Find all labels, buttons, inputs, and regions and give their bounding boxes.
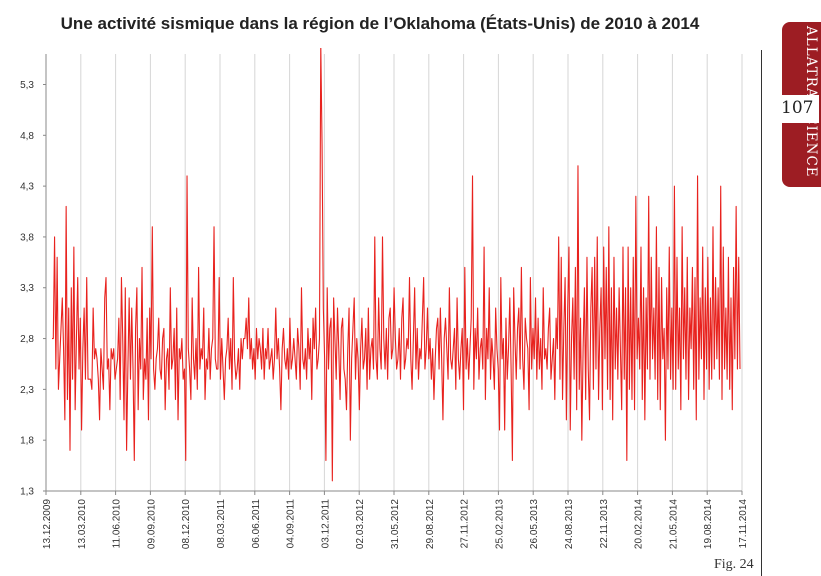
y-tick-label: 2,3 [20,385,34,396]
x-tick-label: 13.03.2010 [77,499,88,549]
y-tick-label: 3,8 [20,232,34,243]
x-tick-label: 08.12.2010 [181,499,192,549]
x-tick-label: 19.08.2014 [703,499,714,549]
x-tick-label: 29.08.2012 [425,499,436,549]
chart-area: 1,3 1,8 2,3 2,8 3,3 3,8 4,3 4,8 5,3 13.12.2009 13… [0,48,760,576]
x-tick-label: 21.05.2014 [668,499,679,549]
x-tick-label: 11.06.2010 [112,499,123,549]
x-tick-label: 25.02.2013 [494,499,505,549]
series [52,48,741,482]
axes [43,54,743,495]
y-tick-label: 5,3 [20,80,34,91]
y-tick-label: 1,3 [20,487,34,498]
line-chart: 1,31,82,32,83,33,84,34,85,3 13.12.2009 13… [20,48,749,549]
x-tick-label: 26.05.2013 [529,499,540,549]
y-tick-label: 3,3 [20,283,34,294]
figure-label: Fig. 24 [714,557,754,572]
y-tick-labels: 1,3 1,8 2,3 2,8 3,3 3,8 4,3 4,8 5,3 [20,80,34,498]
y-tick-label: 1,8 [20,436,34,447]
y-tick-label: 2,8 [20,334,34,345]
x-tick-label: 06.06.2011 [251,499,262,549]
page-number-box [777,95,819,123]
x-tick-label: 17.11.2014 [738,499,749,549]
grid-lines [45,54,743,491]
x-tick-label: 27.11.2012 [460,499,471,549]
series-line [52,48,741,482]
x-tick-label: 03.12.2011 [320,499,331,549]
x-tick-label: 31.05.2012 [390,499,401,549]
page-number: 107 [781,98,814,118]
page-margin-line [761,50,762,576]
x-tick-label: 22.11.2013 [599,499,610,549]
chart-title: Une activité sismique dans la région de … [60,14,700,33]
x-tick-label: 08.03.2011 [216,499,227,549]
x-tick-labels: 13.12.2009 13.03.2010 11.06.2010 09.09.2010… [42,499,749,549]
x-tick-label: 24.08.2013 [564,499,575,549]
x-tick-label: 02.03.2012 [355,499,366,549]
y-tick-label: 4,3 [20,182,34,193]
x-tick-label: 20.02.2014 [634,499,645,549]
x-tick-label: 13.12.2009 [42,499,53,549]
x-tick-label: 09.09.2010 [146,499,157,549]
x-tick-label: 04.09.2011 [286,499,297,549]
y-tick-label: 4,8 [20,131,34,142]
